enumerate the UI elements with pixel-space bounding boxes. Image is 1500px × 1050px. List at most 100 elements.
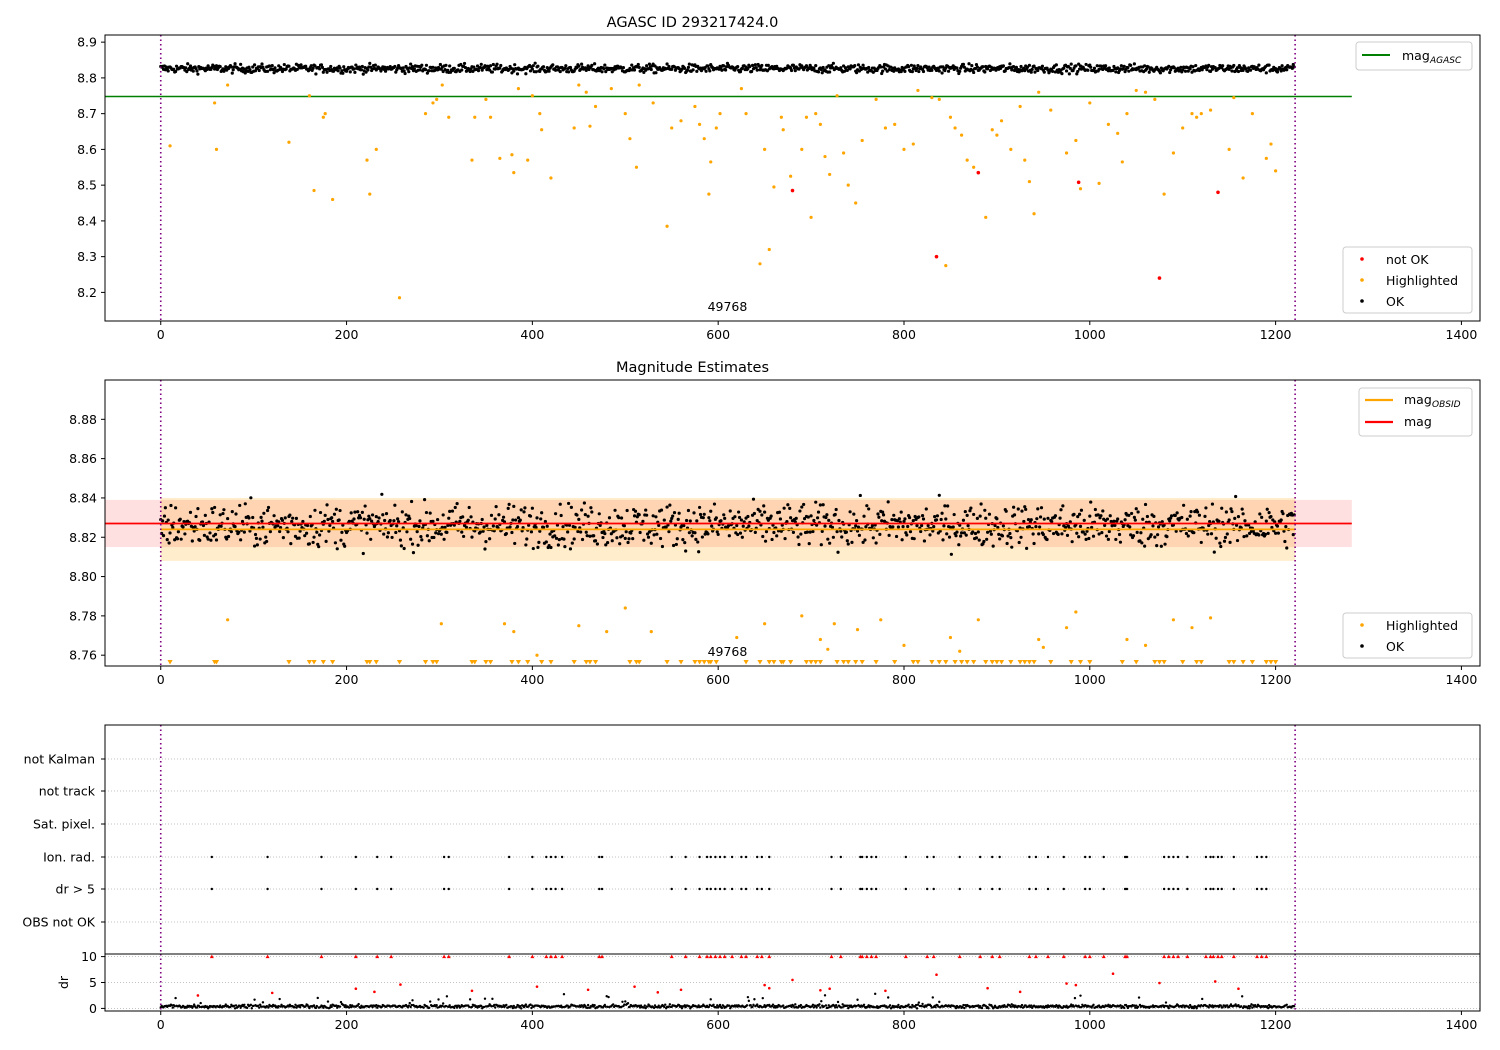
- flag-point: [670, 887, 673, 891]
- ok-point: [667, 64, 671, 69]
- highlighted-point: [637, 83, 641, 87]
- dr-point: [683, 1004, 686, 1007]
- flag-point: [1176, 855, 1180, 859]
- ok-point: [299, 63, 303, 67]
- flag-point: [1046, 855, 1050, 859]
- clipped-highlighted-marker: [213, 660, 220, 665]
- highlighted-point: [1190, 626, 1194, 630]
- ok-point: [1291, 62, 1295, 67]
- highlighted-point: [693, 104, 697, 109]
- ok-point: [998, 537, 1002, 541]
- dr-point: [529, 1003, 532, 1006]
- dr-point: [1195, 1007, 1198, 1010]
- ok-point: [1096, 513, 1100, 517]
- ok-point: [1227, 518, 1231, 522]
- ok-point: [638, 530, 642, 535]
- highlighted-point: [818, 637, 822, 642]
- ok-point: [751, 497, 756, 501]
- ok-point: [1112, 519, 1116, 523]
- ok-point: [809, 514, 813, 518]
- highlighted-point: [1049, 108, 1053, 112]
- ok-point: [530, 506, 534, 510]
- flag-point: [870, 855, 873, 859]
- highlighted-point: [789, 174, 793, 178]
- ok-point: [280, 518, 285, 522]
- ok-point: [165, 538, 169, 542]
- clipped-highlighted-marker: [539, 660, 545, 665]
- ok-point: [545, 524, 549, 528]
- dr-point: [886, 1006, 889, 1009]
- ok-point: [1204, 506, 1208, 510]
- ok-point: [1209, 532, 1214, 536]
- ok-point: [958, 69, 962, 73]
- dr-outlier-point: [1237, 987, 1240, 991]
- dr-clipped-marker: [1185, 954, 1190, 959]
- clipped-highlighted-marker: [994, 660, 1000, 665]
- ok-point: [186, 62, 190, 66]
- dr-point: [271, 1005, 274, 1008]
- dr-point: [1285, 1003, 1288, 1006]
- flag-point: [549, 887, 553, 891]
- ok-point: [580, 508, 584, 512]
- ok-point: [423, 67, 428, 72]
- ok-point: [265, 508, 270, 513]
- dr-point: [380, 1005, 384, 1009]
- clipped-highlighted-marker: [1026, 660, 1033, 665]
- ok-point: [313, 64, 317, 68]
- ok-point: [645, 513, 649, 517]
- ok-point: [1042, 70, 1046, 74]
- ok-point: [1243, 519, 1247, 523]
- obsid-label: 49768: [708, 644, 748, 659]
- dr-clipped-marker: [705, 954, 710, 959]
- flag-point: [266, 855, 269, 859]
- ok-point: [668, 503, 672, 507]
- ok-point: [386, 531, 390, 535]
- ok-point: [335, 547, 339, 551]
- ok-point: [356, 510, 360, 514]
- ok-point: [174, 506, 178, 510]
- highlighted-point: [1208, 616, 1213, 620]
- legend-label: mag: [1404, 414, 1432, 429]
- ok-point: [977, 538, 981, 542]
- flag-point: [865, 887, 869, 891]
- ok-point: [754, 66, 758, 70]
- clipped-highlighted-marker: [515, 660, 522, 665]
- flag-point: [958, 855, 961, 859]
- ok-point: [815, 516, 820, 520]
- dr-point: [520, 1007, 523, 1010]
- ok-point: [1038, 515, 1043, 519]
- dr-point: [824, 1004, 828, 1007]
- ok-point: [945, 532, 949, 536]
- ok-point: [804, 64, 809, 68]
- dr-point: [1030, 1004, 1033, 1007]
- dr-outlier-point: [1074, 983, 1078, 987]
- ok-point: [794, 516, 798, 520]
- ok-point: [821, 503, 825, 507]
- flag-point: [830, 887, 833, 891]
- ok-point: [1129, 533, 1133, 537]
- ok-point: [941, 538, 945, 542]
- highlighted-point: [958, 649, 962, 653]
- dr-point: [566, 1004, 569, 1007]
- dr-outlier-point: [1158, 981, 1161, 985]
- highlighted-point: [623, 606, 627, 610]
- dr-point: [1234, 1003, 1237, 1006]
- ok-point: [357, 65, 362, 69]
- ok-point: [557, 538, 561, 542]
- dr-point: [626, 1002, 630, 1005]
- dr-clipped-marker: [1061, 954, 1066, 959]
- ok-point: [513, 63, 517, 67]
- ok-point: [696, 540, 700, 544]
- ok-point: [314, 72, 318, 76]
- ok-point: [915, 66, 919, 71]
- ok-point: [1270, 525, 1274, 530]
- ok-point: [1212, 550, 1216, 554]
- ok-point: [775, 534, 779, 538]
- dr-point: [753, 998, 756, 1001]
- ok-point: [828, 70, 832, 74]
- ok-point: [1284, 524, 1288, 529]
- clipped-highlighted-marker: [434, 660, 440, 665]
- ok-point: [1006, 534, 1010, 538]
- dr-point: [604, 1005, 607, 1008]
- highlighted-point: [1078, 187, 1083, 191]
